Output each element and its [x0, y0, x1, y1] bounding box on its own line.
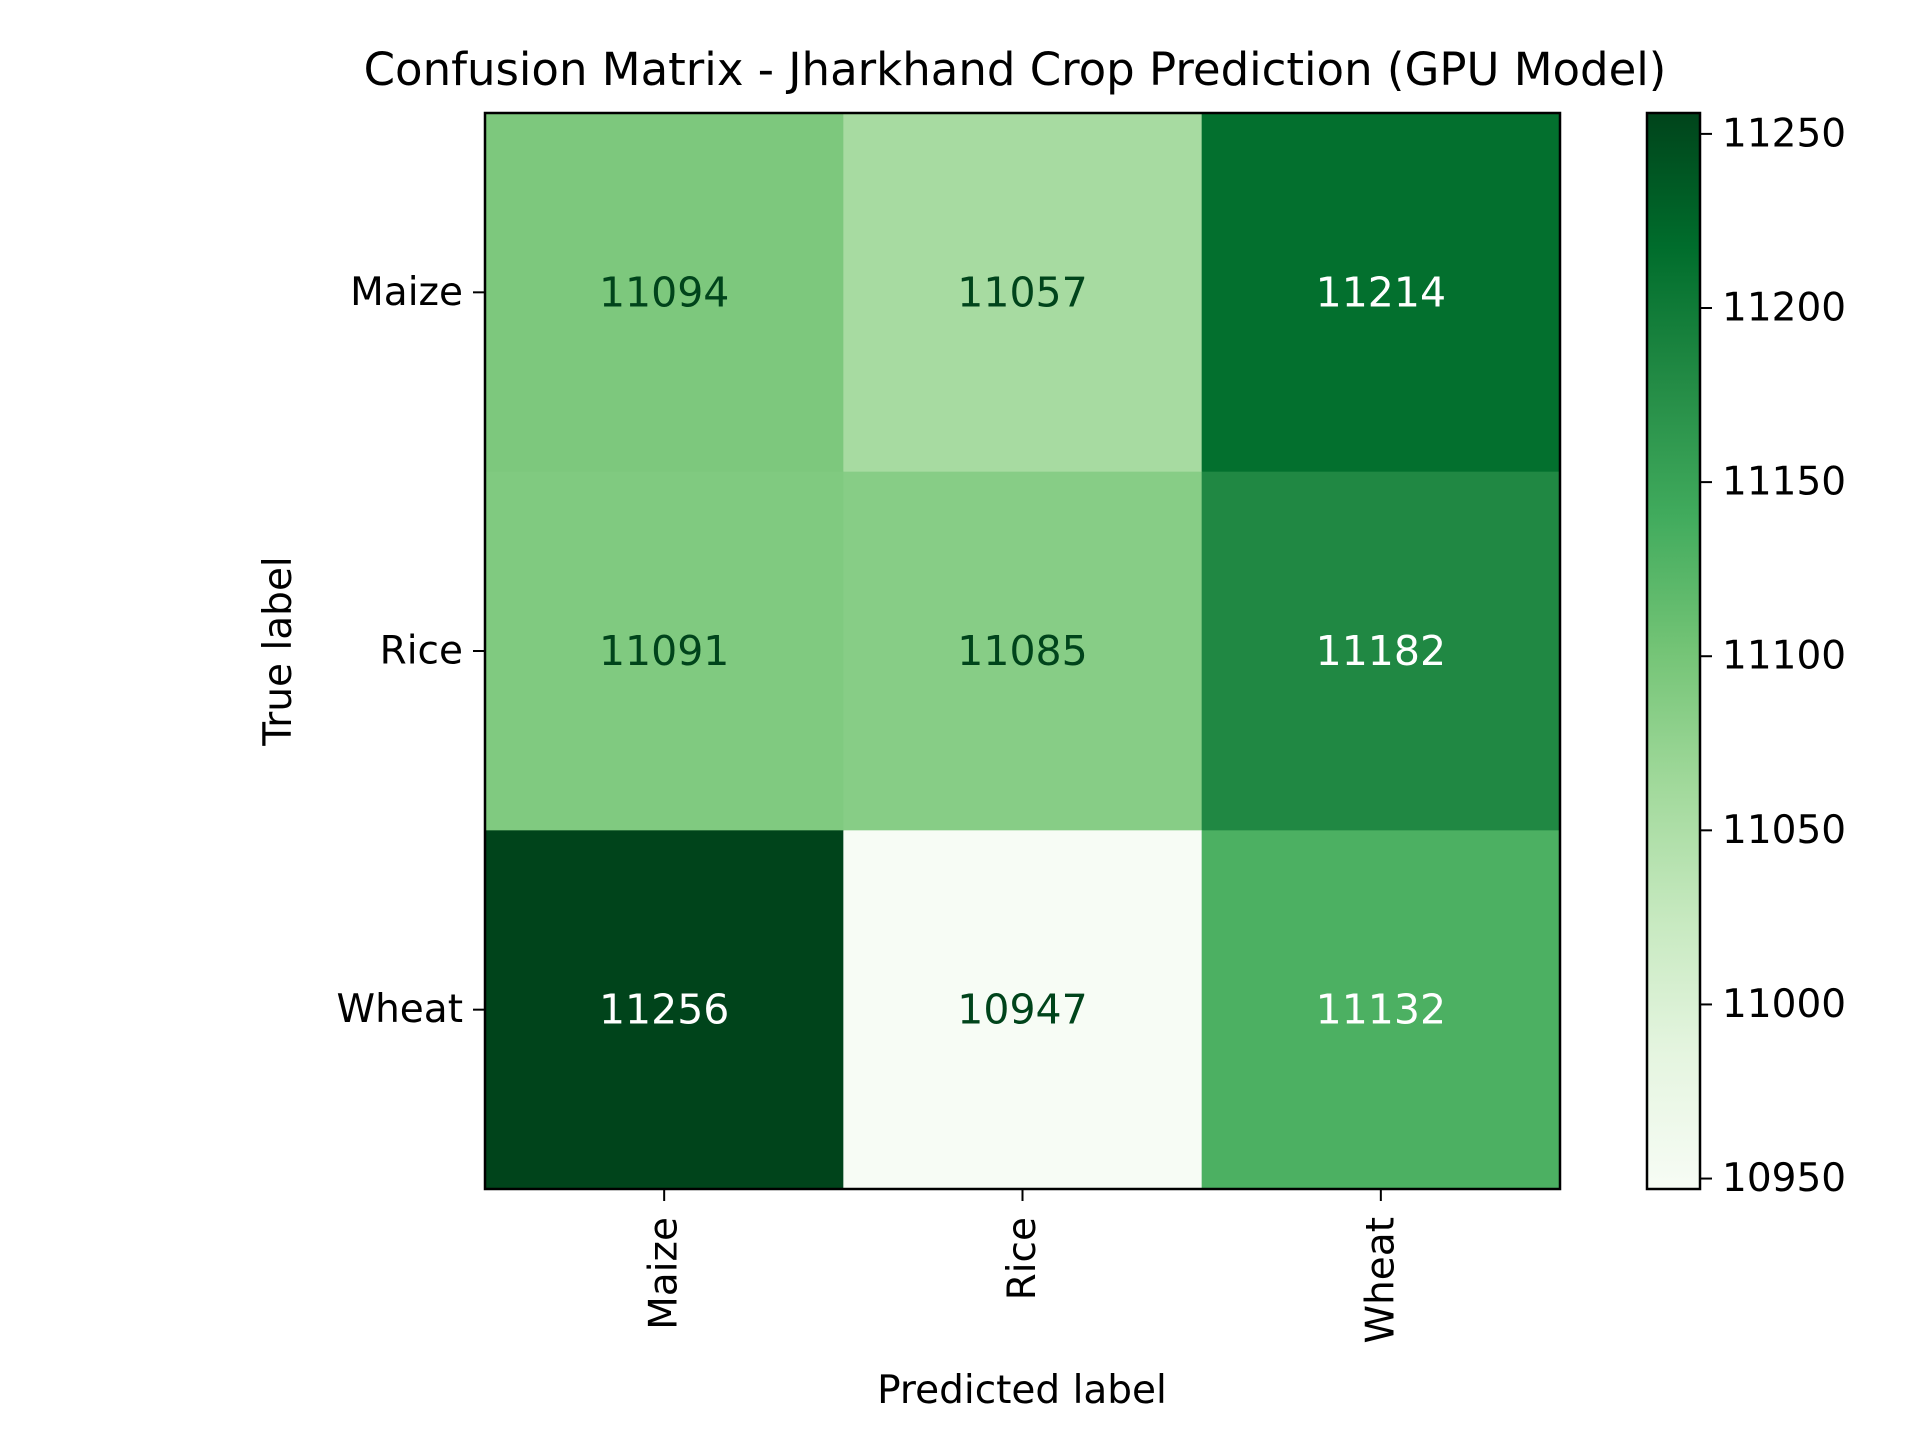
cell-value-label: 10947 [957, 986, 1087, 1034]
x-tick-label: Rice [1000, 1217, 1045, 1300]
heatmap-cell-maize-rice [843, 113, 1203, 473]
cell-value-label: 11085 [957, 627, 1087, 675]
x-tick-label: Wheat [1358, 1217, 1403, 1343]
x-tick-label: Maize [642, 1217, 687, 1330]
colorbar-tick-label: 11100 [1722, 634, 1846, 679]
x-axis-label: Predicted label [877, 1368, 1167, 1413]
colorbar-tick-label: 11050 [1722, 808, 1846, 853]
y-tick-label: Rice [380, 629, 463, 674]
colorbar [1645, 111, 1702, 1191]
cell-value-label: 11256 [599, 986, 729, 1034]
cell-value-label: 11057 [957, 268, 1087, 316]
heatmap-cell-wheat-maize [485, 830, 844, 1190]
heatmap-cell-labels: 11094 11057 11214 11091 11085 11182 11256 10947… [599, 268, 1446, 1033]
cell-value-label: 11182 [1316, 627, 1446, 675]
heatmap-cell-rice-wheat [1201, 471, 1561, 831]
y-tick-label: Wheat [337, 987, 463, 1032]
heatmap-cell-rice-maize [485, 471, 844, 831]
cell-value-label: 11094 [599, 268, 729, 316]
heatmap-cell-wheat-rice [843, 830, 1203, 1190]
cell-value-label: 11132 [1316, 986, 1446, 1034]
colorbar-tick-label: 11000 [1722, 982, 1846, 1027]
colorbar-tick-label: 10950 [1722, 1156, 1846, 1201]
heatmap-cells [485, 113, 1561, 1190]
colorbar-ticks: 10950 11000 11050 11100 11150 11200 11250 [1700, 111, 1846, 1201]
heatmap-cell-maize-wheat [1201, 113, 1561, 473]
heatmap-cell-rice-rice [843, 471, 1203, 831]
y-axis-ticks: Maize Rice Wheat [337, 270, 485, 1032]
colorbar-tick-label: 11150 [1722, 460, 1846, 505]
cell-value-label: 11091 [599, 627, 729, 675]
y-tick-label: Maize [350, 270, 463, 315]
y-axis-label: True label [256, 556, 301, 747]
chart-title: Confusion Matrix - Jharkhand Crop Predic… [364, 43, 1667, 96]
colorbar-tick-label: 11250 [1722, 111, 1846, 156]
heatmap-cell-maize-maize [485, 113, 844, 473]
colorbar-tick-label: 11200 [1722, 286, 1846, 331]
heatmap-cell-wheat-wheat [1201, 830, 1561, 1190]
x-axis-ticks: Maize Rice Wheat [642, 1189, 1403, 1343]
cell-value-label: 11214 [1316, 268, 1446, 316]
